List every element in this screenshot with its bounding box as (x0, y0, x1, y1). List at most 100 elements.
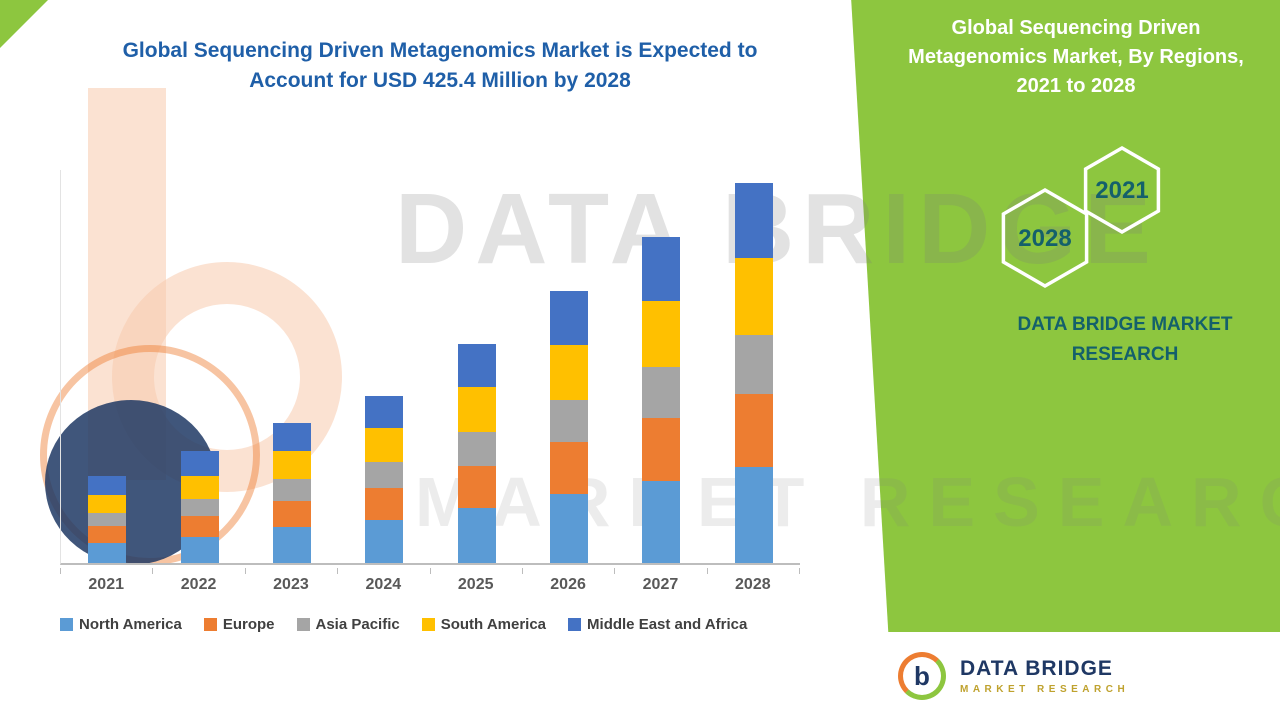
side-panel-heading: Global Sequencing Driven Metagenomics Ma… (880, 14, 1272, 101)
bar-segment (642, 480, 681, 563)
legend-item: Europe (203, 616, 275, 633)
chart-legend: North America Europe Asia Pacific South Ame… (60, 616, 850, 633)
bar-column (708, 170, 800, 563)
bar-segment (550, 345, 589, 401)
bar-segment (180, 498, 219, 516)
legend-swatch (568, 618, 582, 631)
bar-column (523, 170, 615, 563)
bar-column (246, 170, 338, 563)
chart-title-line1: Global Sequencing Driven Metagenomics Ma… (122, 39, 758, 62)
legend-item: North America (60, 616, 182, 633)
bar-segment (642, 237, 681, 302)
chart-title: Global Sequencing Driven Metagenomics Ma… (40, 36, 840, 96)
company-name: DATA BRIDGE (960, 657, 1113, 680)
bar-segment (88, 476, 127, 496)
bar-segment (272, 450, 311, 480)
hexagon-badges: 2028 2021 (1001, 145, 1161, 289)
side-panel-brand-line1: DATA BRIDGE MARKET (1017, 314, 1233, 335)
bar-segment (734, 258, 773, 336)
bar-segment (457, 387, 496, 432)
legend-label: North America (79, 616, 182, 633)
bar-column (338, 170, 430, 563)
bar-segment (642, 301, 681, 368)
side-panel-heading-line2: Metagenomics Market, By Regions, (908, 46, 1244, 68)
bar-segment (365, 520, 404, 563)
bar-segment (272, 422, 311, 451)
company-logo-monogram: b (914, 661, 930, 691)
bar-segment (180, 515, 219, 538)
bar-segment (365, 462, 404, 488)
side-panel-heading-line1: Global Sequencing Driven (951, 17, 1201, 39)
hexagon-2021-year: 2021 (1095, 177, 1148, 204)
bar-segment (180, 450, 219, 476)
legend-item: Asia Pacific (296, 616, 400, 633)
x-axis-label: 2022 (152, 568, 244, 594)
legend-swatch (296, 618, 310, 631)
legend-item: South America (421, 616, 547, 633)
company-subtitle: MARKET RESEARCH (960, 684, 1130, 695)
bar-segment (88, 495, 127, 514)
chart-title-line2: Account for USD 425.4 Million by 2028 (249, 69, 631, 92)
bar-segment (365, 428, 404, 463)
company-logo-icon: b (898, 652, 946, 700)
side-panel-brand-line2: RESEARCH (1071, 344, 1179, 365)
stacked-bar-2021 (88, 476, 127, 563)
x-axis-label: 2026 (521, 568, 614, 594)
bar-segment (180, 537, 219, 563)
bar-segment (734, 467, 773, 563)
legend-label: Asia Pacific (315, 616, 400, 633)
legend-swatch (421, 618, 435, 631)
hexagon-2028-icon (1001, 187, 1089, 289)
side-panel-heading-line3: 2021 to 2028 (1016, 75, 1136, 97)
bar-column (61, 170, 153, 563)
hexagon-2021-icon (1083, 145, 1161, 235)
legend-item: Middle East and Africa (568, 616, 747, 633)
company-logo-text: DATA BRIDGE MARKET RESEARCH (960, 657, 1129, 695)
bar-segment (457, 344, 496, 388)
x-axis-label: 2024 (337, 568, 429, 594)
stacked-bar-2025 (457, 344, 496, 563)
bar-segment (457, 431, 496, 466)
x-axis-label: 2023 (244, 568, 337, 594)
bar-column (153, 170, 245, 563)
stacked-bar-2024 (365, 395, 404, 563)
bar-segment (88, 543, 127, 563)
bar-segment (88, 526, 127, 544)
bar-segment (734, 335, 773, 395)
stacked-bar-2028 (734, 183, 773, 563)
bar-segment (457, 507, 496, 563)
stacked-bar-2023 (272, 422, 311, 563)
bar-segment (642, 418, 681, 481)
legend-swatch (203, 618, 217, 631)
stacked-bar-2022 (180, 450, 219, 563)
legend-swatch (60, 618, 73, 631)
side-panel-brand: DATA BRIDGE MARKET RESEARCH (960, 310, 1280, 370)
bar-segment (180, 475, 219, 499)
x-axis-label: 2028 (706, 568, 799, 594)
bar-column (431, 170, 523, 563)
bar-segment (734, 394, 773, 468)
bar-segment (550, 494, 589, 563)
plot-area (60, 170, 800, 565)
bar-segment (457, 465, 496, 508)
legend-label: South America (440, 616, 547, 633)
bar-segment (365, 487, 404, 521)
bar-segment (550, 291, 589, 346)
footer-logo: b DATA BRIDGE MARKET RESEARCH (868, 632, 1280, 720)
legend-label: Middle East and Africa (587, 616, 748, 633)
x-axis-label: 2025 (429, 568, 522, 594)
bar-segment (272, 479, 311, 501)
x-axis-label: 2021 (60, 568, 152, 594)
hexagon-2028-year: 2028 (1018, 225, 1071, 252)
bar-column (615, 170, 707, 563)
bar-segment (365, 395, 404, 429)
x-axis-labels: 2021 2022 2023 2024 2025 2026 2027 2028 (60, 568, 800, 594)
bar-segment (642, 367, 681, 419)
bar-segment (550, 400, 589, 443)
bar-segment (272, 500, 311, 528)
bar-segment (88, 513, 127, 527)
bar-segment (550, 442, 589, 495)
legend-label: Europe (222, 616, 275, 633)
